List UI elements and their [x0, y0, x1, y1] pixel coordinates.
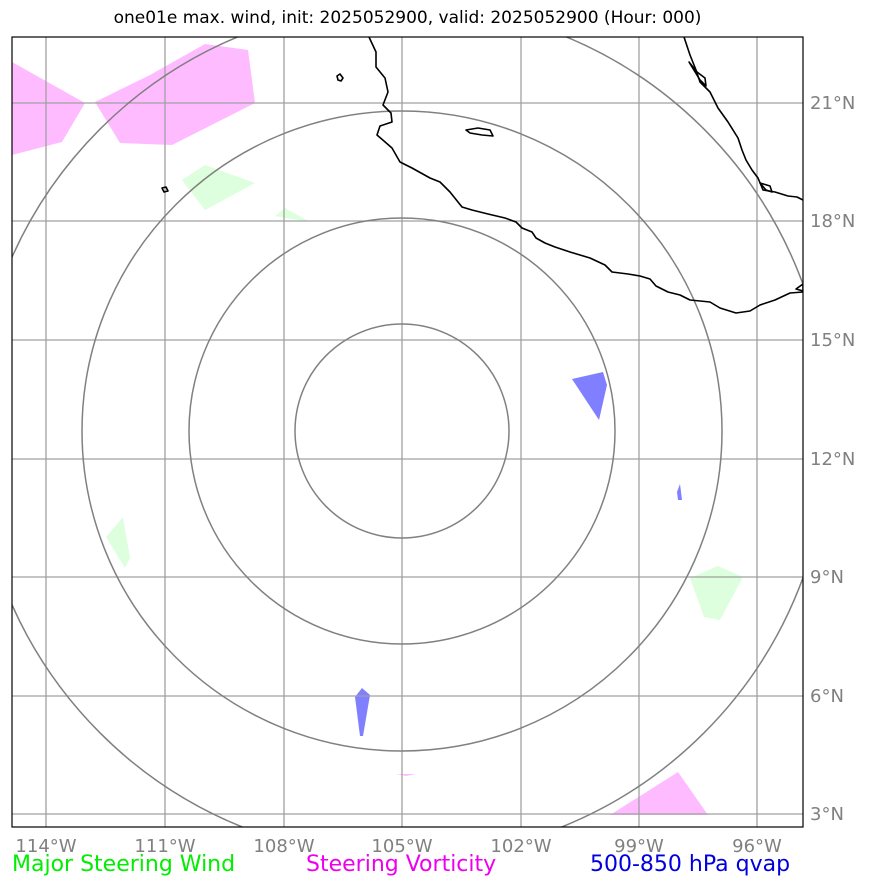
lon-label: 105°W [371, 836, 432, 857]
map-title: one01e max. wind, init: 2025052900, vali… [113, 8, 702, 28]
island [161, 186, 169, 193]
steering-wind-area [690, 566, 743, 620]
lat-label: 21°N [810, 93, 855, 114]
map-frame [11, 36, 804, 828]
coastline [161, 37, 803, 314]
lat-label: 9°N [810, 567, 844, 588]
qvap-area [677, 484, 682, 500]
gridlines [12, 37, 803, 827]
vorticity-area [396, 774, 416, 776]
range-ring [81, 110, 723, 752]
vorticity-area [12, 62, 85, 155]
qvap-area [355, 688, 370, 736]
vorticity-area [610, 772, 708, 815]
lon-label: 96°W [732, 836, 782, 857]
lat-axis-labels: 21°N 18°N 15°N 12°N 9°N 6°N 3°N [810, 93, 855, 825]
lon-label: 102°W [490, 836, 551, 857]
range-ring [188, 217, 616, 645]
coastline-detail [688, 61, 707, 87]
coastline-detail [795, 283, 803, 292]
vorticity-area [95, 44, 255, 145]
steering-wind-areas [106, 165, 743, 620]
lon-label: 111°W [134, 836, 195, 857]
steering-wind-area [182, 165, 255, 210]
island [465, 127, 494, 137]
qvap-areas [355, 372, 682, 736]
lat-label: 3°N [810, 804, 844, 825]
steering-wind-area [275, 208, 310, 222]
lon-label: 114°W [15, 836, 76, 857]
lat-label: 6°N [810, 686, 844, 707]
legend-steering-vorticity: Steering Vorticity [306, 852, 497, 877]
legend-major-steering-wind: Major Steering Wind [12, 852, 236, 877]
range-rings [12, 37, 803, 827]
steering-wind-area [106, 517, 130, 568]
island [336, 73, 344, 82]
lat-label: 18°N [810, 211, 855, 232]
qvap-area [572, 372, 607, 420]
lon-label: 108°W [253, 836, 314, 857]
mexico-coastline [368, 37, 803, 314]
lat-label: 12°N [810, 449, 855, 470]
steering-vorticity-areas [12, 44, 708, 815]
lon-axis-labels: 114°W 111°W 108°W 105°W 102°W 99°W 96°W [15, 836, 782, 857]
lat-label: 15°N [810, 330, 855, 351]
legend-qvap: 500-850 hPa qvap [590, 852, 791, 877]
lon-label: 99°W [614, 836, 664, 857]
range-ring [294, 323, 510, 539]
coastline-detail [759, 182, 773, 193]
